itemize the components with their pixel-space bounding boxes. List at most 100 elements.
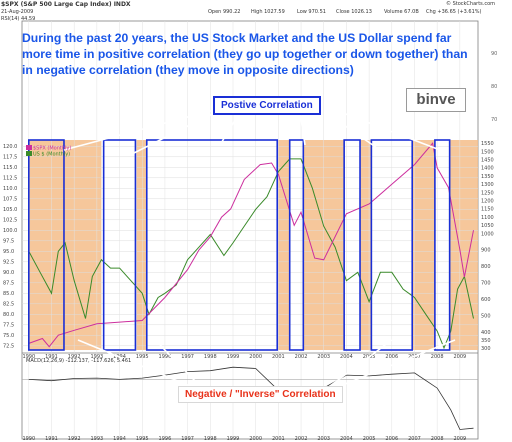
x-tick-macd-2007: 2007 bbox=[408, 436, 421, 442]
left-tick-15: 110.0 bbox=[3, 186, 17, 192]
left-tick-14: 107.5 bbox=[3, 197, 17, 203]
open-value: Open 990.22 bbox=[208, 9, 241, 15]
callout-arrow-neg-1 bbox=[159, 344, 201, 387]
x-tick-macd-1993: 1993 bbox=[90, 436, 103, 442]
right-tick-20: 1300 bbox=[481, 182, 494, 188]
left-tick-18: 117.5 bbox=[3, 155, 17, 161]
right-tick-1: 350 bbox=[481, 338, 491, 344]
macd-line bbox=[28, 366, 474, 430]
x-tick-macd-2005: 2005 bbox=[363, 436, 376, 442]
right-tick-14: 1000 bbox=[481, 231, 494, 237]
legend-usd-swatch bbox=[26, 151, 32, 156]
rsi-tick-70: 70 bbox=[491, 117, 497, 123]
right-tick-0: 300 bbox=[481, 346, 491, 352]
callout-arrow-pos-3 bbox=[299, 111, 306, 146]
x-tick-macd-1998: 1998 bbox=[204, 436, 217, 442]
x-tick-1997: 1997 bbox=[181, 354, 194, 360]
left-tick-10: 97.5 bbox=[3, 239, 14, 245]
left-tick-9: 95.0 bbox=[3, 249, 14, 255]
positive-period-box-3 bbox=[288, 139, 305, 351]
x-tick-1990: 1990 bbox=[22, 354, 35, 360]
right-tick-19: 1250 bbox=[481, 190, 494, 196]
x-tick-1991: 1991 bbox=[45, 354, 58, 360]
change-value: Chg +36.65 (+3.61%) bbox=[426, 9, 482, 15]
positive-period-box-5 bbox=[370, 139, 414, 351]
negative-period-band-5 bbox=[360, 140, 372, 350]
right-tick-21: 1350 bbox=[481, 174, 494, 180]
x-tick-1999: 1999 bbox=[227, 354, 240, 360]
negative-period-band-6 bbox=[412, 140, 435, 350]
negative-period-band-7 bbox=[449, 140, 478, 350]
usd-dollar-line bbox=[28, 158, 474, 350]
left-tick-16: 112.5 bbox=[3, 176, 17, 182]
x-tick-macd-1999: 1999 bbox=[227, 436, 240, 442]
positive-correlation-label: Postive Correlation bbox=[213, 96, 321, 115]
right-tick-24: 1500 bbox=[481, 149, 494, 155]
left-tick-12: 102.5 bbox=[3, 218, 17, 224]
rsi-tick-80: 80 bbox=[491, 84, 497, 90]
right-tick-25: 1550 bbox=[481, 141, 494, 147]
x-tick-macd-1996: 1996 bbox=[159, 436, 172, 442]
x-tick-2000: 2000 bbox=[249, 354, 262, 360]
positive-period-box-1 bbox=[102, 139, 137, 351]
x-tick-2004: 2004 bbox=[340, 354, 353, 360]
callout-arrow-neg-2 bbox=[329, 339, 393, 387]
right-tick-22: 1400 bbox=[481, 166, 494, 172]
x-tick-macd-1991: 1991 bbox=[45, 436, 58, 442]
right-tick-17: 1150 bbox=[481, 207, 494, 213]
source-credit: © StockCharts.com bbox=[446, 1, 496, 7]
x-tick-2008: 2008 bbox=[431, 354, 444, 360]
x-tick-1995: 1995 bbox=[136, 354, 149, 360]
left-tick-4: 82.5 bbox=[3, 302, 14, 308]
left-tick-5: 85.0 bbox=[3, 291, 14, 297]
positive-period-box-2 bbox=[145, 139, 279, 351]
left-tick-6: 87.5 bbox=[3, 281, 14, 287]
callout-arrow-pos-0 bbox=[63, 109, 215, 151]
negative-period-band-2 bbox=[136, 140, 147, 350]
callout-arrow-pos-5 bbox=[329, 107, 441, 151]
callout-arrow-pos-4 bbox=[324, 111, 381, 151]
binve-watermark: binve bbox=[406, 88, 466, 112]
x-tick-macd-1990: 1990 bbox=[22, 436, 35, 442]
headline-annotation: During the past 20 years, the US Stock M… bbox=[22, 31, 468, 77]
x-tick-macd-2003: 2003 bbox=[317, 436, 330, 442]
callout-arrow-neg-0 bbox=[77, 339, 191, 387]
positive-period-box-0 bbox=[28, 139, 65, 351]
right-tick-12: 900 bbox=[481, 248, 491, 254]
x-tick-macd-2002: 2002 bbox=[295, 436, 308, 442]
high-value: High 1027.59 bbox=[251, 9, 285, 15]
right-tick-8: 700 bbox=[481, 281, 491, 287]
negative-period-band-3 bbox=[277, 140, 290, 350]
left-tick-13: 105.0 bbox=[3, 207, 17, 213]
positive-period-box-6 bbox=[434, 139, 451, 351]
left-tick-2: 77.5 bbox=[3, 323, 14, 329]
right-tick-15: 1050 bbox=[481, 223, 494, 229]
x-tick-macd-2009: 2009 bbox=[453, 436, 466, 442]
legend-spx-label: $SPX (Monthly) bbox=[33, 146, 71, 152]
x-tick-2003: 2003 bbox=[317, 354, 330, 360]
x-tick-2009: 2009 bbox=[453, 354, 466, 360]
x-tick-macd-2004: 2004 bbox=[340, 436, 353, 442]
x-tick-macd-1994: 1994 bbox=[113, 436, 126, 442]
right-tick-2: 400 bbox=[481, 330, 491, 336]
macd-label: MACD(12,26,9) -112.137, -117.626, 5.461 bbox=[26, 358, 131, 364]
left-tick-0: 72.5 bbox=[3, 344, 14, 350]
right-tick-10: 800 bbox=[481, 264, 491, 270]
rsi-label: RSI(14) 44.59 bbox=[1, 16, 36, 22]
left-tick-11: 100.0 bbox=[3, 228, 17, 234]
left-tick-19: 120.0 bbox=[3, 144, 17, 150]
x-tick-macd-1997: 1997 bbox=[181, 436, 194, 442]
low-value: Low 970.51 bbox=[297, 9, 326, 15]
left-tick-17: 115.0 bbox=[3, 165, 17, 171]
negative-correlation-label: Negative / "Inverse" Correlation bbox=[178, 386, 343, 403]
x-tick-macd-1992: 1992 bbox=[68, 436, 81, 442]
right-tick-6: 600 bbox=[481, 297, 491, 303]
x-tick-2001: 2001 bbox=[272, 354, 285, 360]
chart-date: 21-Aug-2009 bbox=[1, 9, 34, 15]
right-tick-23: 1450 bbox=[481, 157, 494, 163]
x-tick-1998: 1998 bbox=[204, 354, 217, 360]
legend-usd-label: US $ (Monthly) bbox=[33, 152, 70, 158]
legend-spx-swatch bbox=[26, 145, 32, 150]
x-tick-macd-2006: 2006 bbox=[385, 436, 398, 442]
